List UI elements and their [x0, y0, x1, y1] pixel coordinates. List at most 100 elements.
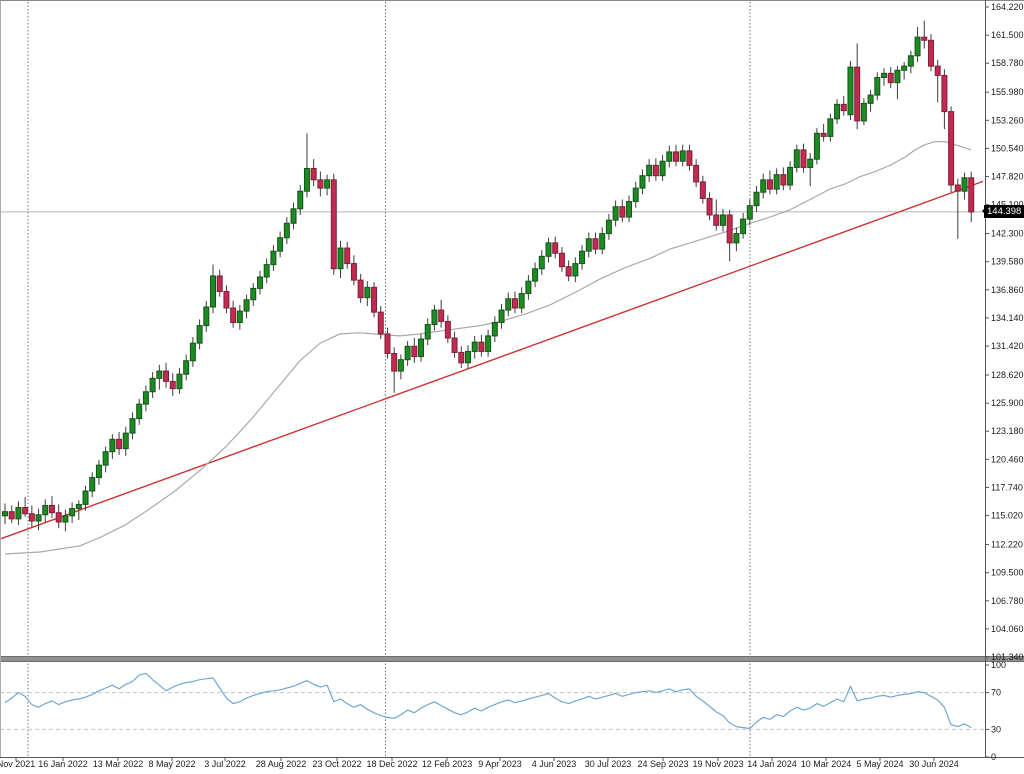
candle-bull [733, 233, 740, 244]
candle-bull [250, 287, 257, 301]
candle-bull [760, 179, 767, 193]
candle-bull [605, 219, 612, 235]
candle-bull [283, 222, 290, 239]
price-axis-label: 142.300 [991, 229, 1024, 239]
price-axis-label: 155.980 [991, 87, 1024, 97]
candle-bear [344, 247, 351, 265]
candle-bear [163, 370, 170, 382]
candle-bull [485, 335, 492, 352]
price-axis-label: 150.540 [991, 143, 1024, 153]
candle-bear [592, 238, 599, 250]
candle-bull [142, 391, 149, 405]
candle-bull [498, 309, 505, 323]
candle-bull [746, 205, 753, 220]
date-axis-label: 4 Jun 2023 [532, 759, 577, 769]
candle-bull [189, 342, 196, 362]
panel-separator[interactable] [0, 656, 1024, 662]
candle-bear [673, 151, 679, 162]
candle-bear [558, 252, 565, 268]
candle-bull [505, 298, 512, 311]
candle-bear [948, 111, 955, 186]
candle-bull [102, 451, 109, 466]
candle-bull [807, 158, 814, 168]
candle-bull [847, 66, 854, 116]
candle-bear [552, 242, 559, 254]
oscillator-axis-label: 0 [991, 752, 996, 762]
candle-bull [874, 76, 881, 96]
date-axis-label: 12 Feb 2023 [422, 759, 473, 769]
date-axis-label: 8 May 2022 [148, 759, 195, 769]
candle-bear [230, 307, 237, 323]
candle-bear [216, 275, 223, 292]
date-axis-label: 13 Mar 2022 [93, 759, 144, 769]
candle-bull [464, 350, 471, 364]
candle-bull [196, 325, 203, 344]
candle-bull [2, 511, 8, 517]
candle-bull [659, 160, 666, 177]
candle-bear [357, 279, 364, 299]
candle-bear [116, 438, 123, 450]
candle-bull [95, 464, 102, 479]
oscillator-axis-label: 100 [991, 660, 1006, 670]
price-axis-label: 101.340 [991, 652, 1024, 662]
candle-bear [954, 184, 961, 192]
price-axis-label: 120.460 [991, 454, 1024, 464]
candle-bull [773, 174, 780, 190]
price-axis-label: 106.780 [991, 596, 1024, 606]
candle-bull [827, 118, 834, 137]
date-axis-label: Nov 2021 [0, 759, 35, 769]
candle-bear [310, 167, 317, 181]
candle-bull [149, 377, 156, 393]
candle-bull [525, 280, 532, 295]
candle-bull [491, 321, 498, 337]
candle-bull [632, 187, 639, 203]
candle-bear [706, 197, 713, 216]
candle-bull [666, 151, 673, 162]
candle-bull [867, 94, 874, 104]
oscillator-axis-label: 70 [991, 688, 1001, 698]
candle-bull [109, 438, 116, 453]
price-axis-label: 112.220 [991, 540, 1023, 550]
price-axis-label: 115.020 [991, 511, 1023, 521]
candle-bear [444, 320, 451, 339]
candle-bull [612, 206, 619, 221]
candle-bull [424, 324, 431, 340]
candle-bull [42, 504, 49, 516]
candle-bull [914, 36, 921, 57]
candle-bear [941, 74, 948, 113]
candle-bull [129, 418, 136, 434]
price-axis-label: 125.900 [991, 398, 1024, 408]
candle-bull [894, 69, 901, 84]
candle-bull [15, 507, 22, 520]
candle-bull [256, 276, 263, 289]
price-axis-label: 145.100 [991, 200, 1024, 210]
candle-bull [290, 208, 297, 224]
candle-bear [693, 164, 700, 183]
candle-bear [780, 174, 787, 186]
candle-bear [887, 72, 894, 84]
current-price-badge: 144.398 [982, 205, 1024, 218]
candle-bull [156, 370, 163, 379]
date-axis-label: 16 Jan 2022 [38, 759, 88, 769]
candle-bull [639, 175, 646, 189]
date-axis-label: 23 Oct 2022 [312, 759, 361, 769]
candle-bull [297, 190, 304, 210]
date-axis-label: 18 Dec 2022 [366, 759, 417, 769]
candle-bear [350, 263, 357, 281]
candle-bull [538, 255, 545, 270]
candle-bull [532, 268, 539, 282]
candle-bear [968, 177, 975, 213]
candle-bull [270, 250, 277, 266]
candle-bull [35, 514, 42, 522]
candle-bull [277, 237, 284, 252]
candle-bear [48, 504, 55, 514]
candle-bull [303, 167, 310, 192]
price-axis-label: 131.420 [991, 341, 1024, 351]
candle-bull [599, 233, 606, 250]
candle-bull [572, 263, 579, 277]
candle-bull [263, 264, 270, 278]
candle-bull [243, 299, 250, 312]
date-axis-label: 9 Apr 2023 [478, 759, 522, 769]
